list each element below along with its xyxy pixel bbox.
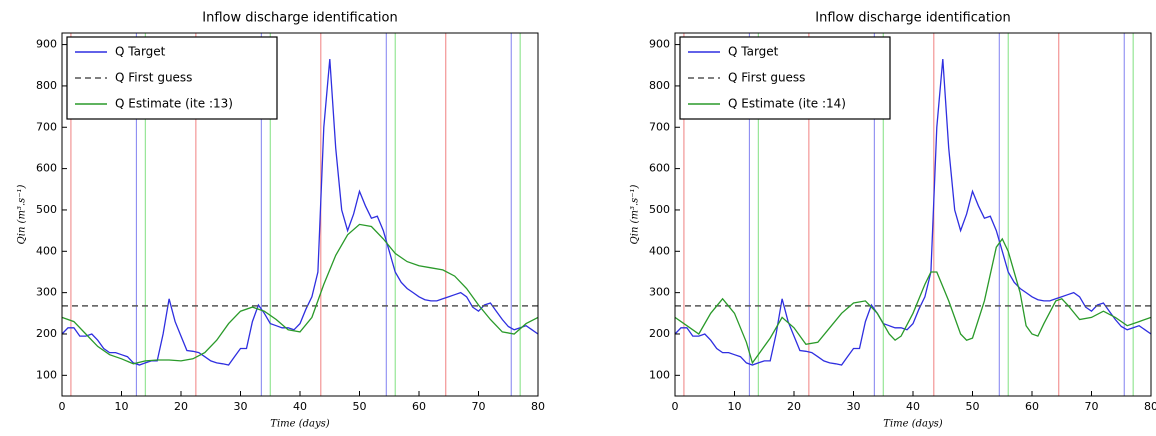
x-tick-label: 0 bbox=[59, 400, 66, 413]
series-line bbox=[674, 237, 1152, 365]
series-line bbox=[61, 58, 539, 366]
y-tick-label: 200 bbox=[36, 327, 57, 340]
y-tick-label: 400 bbox=[36, 244, 57, 257]
y-tick-label: 500 bbox=[649, 203, 670, 216]
x-tick-label: 10 bbox=[115, 400, 129, 413]
y-tick-label: 500 bbox=[36, 203, 57, 216]
y-tick-label: 700 bbox=[36, 120, 57, 133]
x-tick-label: 50 bbox=[966, 400, 980, 413]
x-axis-label: Time (days) bbox=[883, 419, 942, 430]
y-tick-label: 400 bbox=[649, 244, 670, 257]
x-tick-label: 30 bbox=[234, 400, 248, 413]
x-tick-label: 70 bbox=[1085, 400, 1099, 413]
y-tick-label: 300 bbox=[649, 286, 670, 299]
chart-title: Inflow discharge identification bbox=[815, 11, 1010, 26]
x-axis-label: Time (days) bbox=[270, 419, 329, 430]
x-tick-label: 10 bbox=[728, 400, 742, 413]
legend-label: Q Target bbox=[115, 45, 166, 59]
legend-label: Q Estimate (ite :14) bbox=[728, 97, 846, 111]
y-tick-label: 600 bbox=[36, 162, 57, 175]
chart-title: Inflow discharge identification bbox=[202, 11, 397, 26]
y-tick-label: 800 bbox=[36, 79, 57, 92]
x-tick-label: 20 bbox=[787, 400, 801, 413]
y-tick-label: 900 bbox=[36, 38, 57, 51]
x-tick-label: 60 bbox=[1025, 400, 1039, 413]
y-tick-label: 200 bbox=[649, 327, 670, 340]
y-tick-label: 300 bbox=[36, 286, 57, 299]
legend-box bbox=[679, 36, 891, 120]
legend-label: Q First guess bbox=[115, 71, 192, 85]
y-tick-label: 700 bbox=[649, 120, 670, 133]
x-tick-label: 80 bbox=[531, 400, 545, 413]
y-tick-label: 600 bbox=[649, 162, 670, 175]
legend-label: Q Estimate (ite :13) bbox=[115, 97, 233, 111]
y-axis-label: Qin (m³.s⁻¹) bbox=[630, 184, 641, 244]
x-tick-label: 50 bbox=[353, 400, 367, 413]
y-tick-label: 900 bbox=[649, 38, 670, 51]
legend-box bbox=[66, 36, 278, 120]
series-line bbox=[674, 58, 1152, 366]
legend-label: Q Target bbox=[728, 45, 779, 59]
series-line bbox=[61, 223, 539, 365]
y-axis-label: Qin (m³.s⁻¹) bbox=[17, 184, 28, 244]
x-tick-label: 40 bbox=[293, 400, 307, 413]
x-tick-label: 30 bbox=[847, 400, 861, 413]
x-tick-label: 0 bbox=[672, 400, 679, 413]
legend-label: Q First guess bbox=[728, 71, 805, 85]
chart: Inflow discharge identification 0 10 20 30 40… bbox=[17, 11, 546, 430]
y-tick-label: 100 bbox=[36, 368, 57, 381]
x-tick-label: 80 bbox=[1144, 400, 1156, 413]
y-tick-label: 100 bbox=[649, 368, 670, 381]
x-tick-label: 40 bbox=[906, 400, 920, 413]
x-tick-label: 60 bbox=[412, 400, 426, 413]
chart: Inflow discharge identification 0 10 20 30 40… bbox=[630, 11, 1156, 430]
x-tick-label: 70 bbox=[472, 400, 486, 413]
y-tick-label: 800 bbox=[649, 79, 670, 92]
x-tick-label: 20 bbox=[174, 400, 188, 413]
